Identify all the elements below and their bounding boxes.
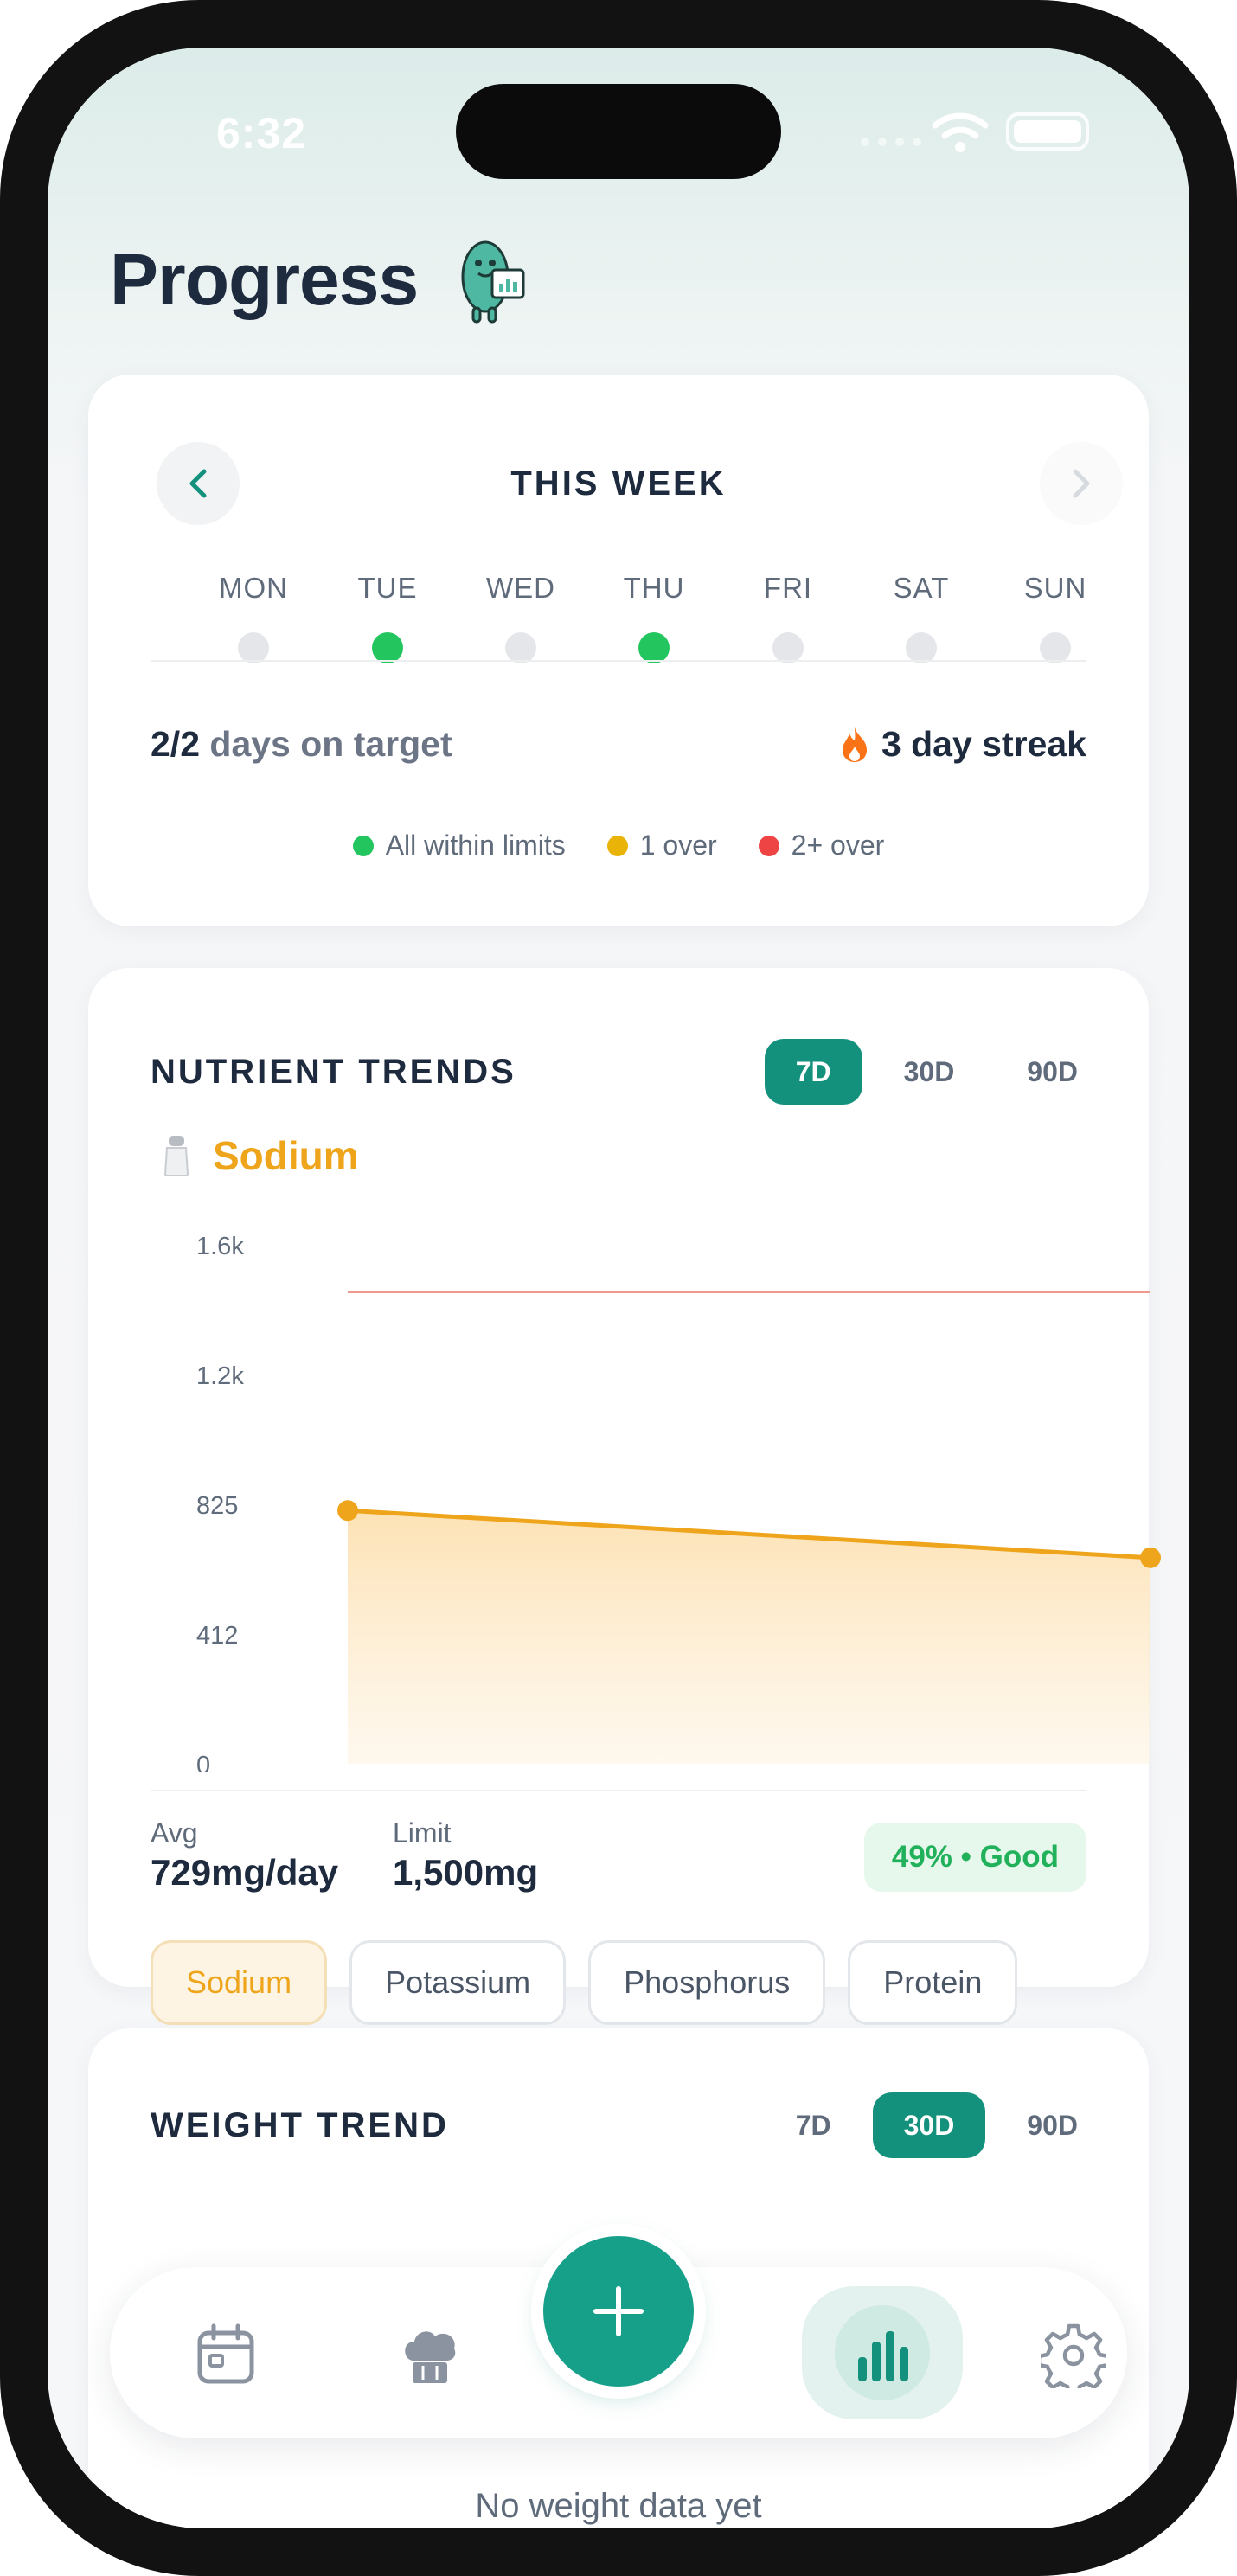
day-thu[interactable]: THU: [602, 572, 706, 663]
dynamic-island: [456, 84, 781, 179]
status-badge: 49% • Good: [863, 1823, 1086, 1892]
streak-text: 3 day streak: [881, 724, 1086, 764]
data-point: [337, 1500, 358, 1522]
y-tick-label: 0: [196, 1752, 210, 1772]
previous-week-button[interactable]: [157, 442, 240, 525]
settings-gear-icon[interactable]: [1041, 2323, 1106, 2388]
streak-counter: 3 day streak: [840, 724, 1086, 765]
day-name: WED: [486, 572, 555, 604]
week-label: THIS WEEK: [510, 465, 727, 503]
signal-dots-icon: [861, 138, 921, 146]
day-name: THU: [623, 572, 685, 604]
calendar-icon[interactable]: [193, 2323, 259, 2388]
bar-chart-icon[interactable]: [849, 2319, 915, 2385]
day-name: TUE: [357, 572, 418, 604]
chevron-left-icon: [189, 469, 207, 498]
next-week-button[interactable]: [1040, 442, 1123, 525]
divider: [151, 1790, 1086, 1791]
days-on-target: 2/2 days on target: [151, 724, 452, 765]
day-name: SUN: [1023, 572, 1087, 604]
day-sat[interactable]: SAT: [869, 572, 973, 663]
add-icon: [593, 2286, 644, 2336]
chip-phosphorus[interactable]: Phosphorus: [588, 1940, 826, 2025]
weight-trend-title: WEIGHT TREND: [151, 2106, 449, 2144]
day-sun[interactable]: SUN: [1003, 572, 1107, 663]
legend-dot: [352, 835, 374, 856]
flame-icon: [842, 727, 867, 762]
y-tick-label: 1.6k: [196, 1233, 244, 1260]
sodium-trend-chart: 1.6k 1.2k 825 412 0: [196, 1233, 1161, 1772]
range-tab-90d[interactable]: 90D: [1027, 1055, 1078, 1087]
status-time: 6:32: [216, 109, 307, 157]
bean-mascot-chart-icon: [461, 240, 525, 324]
on-target-text: days on target: [209, 724, 452, 764]
legend-label: All within limits: [385, 830, 566, 861]
wifi-icon: [932, 112, 989, 152]
on-target-count: 2/2: [151, 724, 200, 764]
chevron-right-icon: [1073, 469, 1090, 498]
salt-shaker-icon: [163, 1136, 189, 1176]
nutrient-trends-card: NUTRIENT TRENDS 7D 30D 90D Sodium 1.6k 1.…: [88, 968, 1161, 2025]
chef-hat-icon[interactable]: [397, 2323, 463, 2388]
add-entry-button[interactable]: [543, 2236, 694, 2387]
day-status-dot: [772, 632, 804, 663]
day-name: FRI: [763, 572, 813, 604]
day-status-dot: [372, 632, 403, 663]
legend-label: 1 over: [639, 830, 717, 861]
range-tab-30d[interactable]: 30D: [903, 1055, 955, 1087]
range-tab-7d[interactable]: 7D: [795, 2109, 831, 2141]
y-tick-label: 412: [196, 1622, 238, 1650]
legend-label: 2+ over: [791, 830, 885, 861]
nutrient-name: Sodium: [213, 1133, 359, 1178]
sodium-area: [348, 1510, 1150, 1764]
day-status-dot: [638, 632, 670, 663]
legend-item-one-over: 1 over: [606, 830, 717, 862]
range-tab-7d[interactable]: 7D: [764, 1039, 862, 1105]
nutrient-header: Sodium: [163, 1132, 359, 1179]
legend-item-two-over: 2+ over: [758, 830, 885, 862]
nutrient-range-tabs: 7D 30D 90D: [754, 1039, 1109, 1105]
legend-dot: [606, 835, 628, 856]
day-name: SAT: [893, 572, 950, 604]
range-tab-90d[interactable]: 90D: [1027, 2109, 1078, 2141]
weight-empty-text: No weight data yet: [475, 2487, 762, 2525]
avg-label: Avg: [151, 1817, 198, 1849]
avg-value: 729mg/day: [151, 1852, 339, 1893]
nutrient-chips: Sodium Potassium Phosphorus Protein: [151, 1940, 1018, 2025]
app-screen: 6:32 Progress THIS WEEK MON TUE WED: [48, 48, 1189, 2528]
data-point: [1140, 1547, 1161, 1568]
day-status-dot: [906, 632, 937, 663]
day-status-dot: [1040, 632, 1071, 663]
day-status-dot: [238, 632, 269, 663]
divider: [151, 660, 1086, 662]
day-wed[interactable]: WED: [469, 572, 573, 663]
limit-label: Limit: [393, 1817, 452, 1849]
legend-item-within: All within limits: [352, 830, 566, 862]
chip-protein[interactable]: Protein: [848, 1940, 1018, 2025]
day-fri[interactable]: FRI: [736, 572, 840, 663]
week-summary-card: THIS WEEK MON TUE WED THU FRI SAT SUN 2/…: [88, 375, 1149, 926]
nutrient-trends-title: NUTRIENT TRENDS: [151, 1053, 516, 1091]
day-name: MON: [219, 572, 288, 604]
range-tab-30d[interactable]: 30D: [872, 2092, 986, 2158]
day-status-dot: [505, 632, 536, 663]
active-tab-circle: [835, 2305, 930, 2400]
limit-value: 1,500mg: [393, 1852, 539, 1893]
weight-range-tabs: 7D 30D 90D: [754, 2092, 1109, 2158]
battery-icon: [1006, 112, 1089, 151]
page-title: Progress: [110, 239, 419, 320]
y-tick-label: 1.2k: [196, 1362, 244, 1390]
sodium-line: [347, 1508, 1151, 1560]
status-legend: All within limits 1 over 2+ over: [88, 830, 1149, 862]
legend-dot: [758, 835, 779, 856]
day-tue[interactable]: TUE: [336, 572, 439, 663]
y-tick-label: 825: [196, 1492, 238, 1520]
chip-sodium[interactable]: Sodium: [151, 1940, 328, 2025]
chip-potassium[interactable]: Potassium: [349, 1940, 567, 2025]
day-mon[interactable]: MON: [202, 572, 305, 663]
